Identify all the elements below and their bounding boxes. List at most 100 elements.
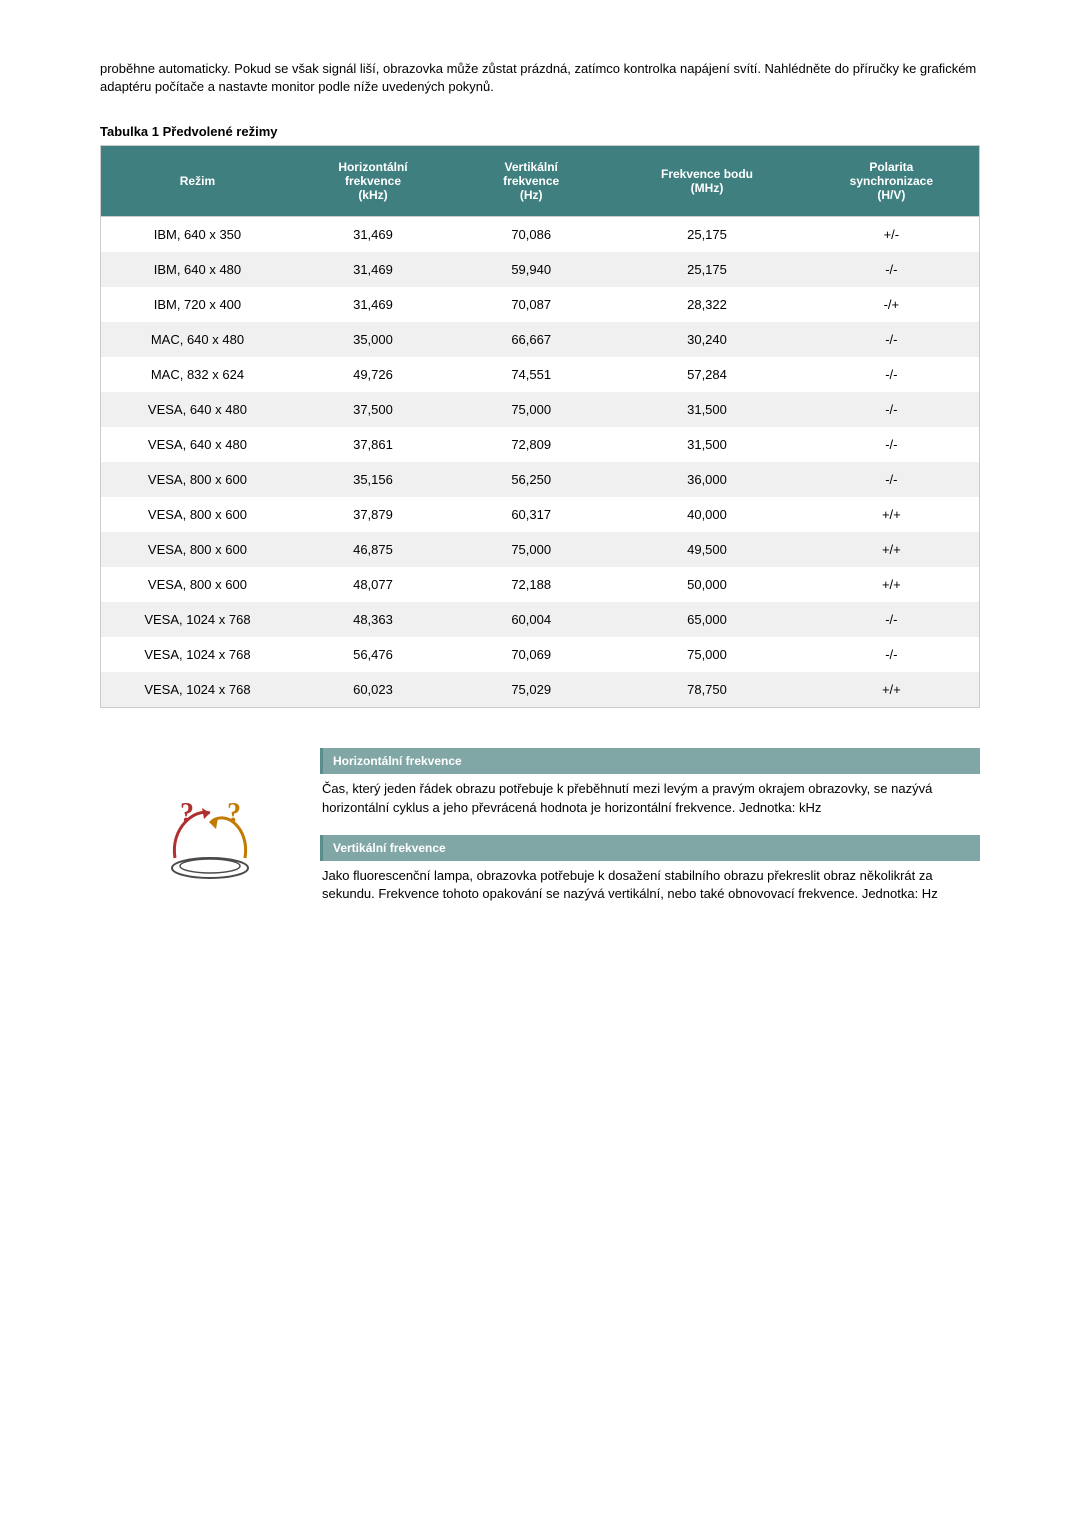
table-cell: IBM, 640 x 350 bbox=[101, 217, 294, 253]
table-cell: 31,469 bbox=[294, 287, 452, 322]
table-cell: 49,726 bbox=[294, 357, 452, 392]
table-cell: 78,750 bbox=[610, 672, 803, 708]
table-cell: MAC, 640 x 480 bbox=[101, 322, 294, 357]
table-cell: 59,940 bbox=[452, 252, 610, 287]
preset-modes-table: Režim Horizontálnífrekvence(kHz) Vertiká… bbox=[100, 145, 980, 708]
table-cell: 70,086 bbox=[452, 217, 610, 253]
table-cell: VESA, 800 x 600 bbox=[101, 567, 294, 602]
svg-text:?: ? bbox=[227, 798, 241, 829]
table-cell: 48,077 bbox=[294, 567, 452, 602]
table-cell: 31,469 bbox=[294, 217, 452, 253]
table-cell: -/- bbox=[804, 462, 980, 497]
table-cell: 60,023 bbox=[294, 672, 452, 708]
table-cell: 37,861 bbox=[294, 427, 452, 462]
table-cell: 31,469 bbox=[294, 252, 452, 287]
table-cell: 30,240 bbox=[610, 322, 803, 357]
table-row: VESA, 800 x 60035,15656,25036,000-/- bbox=[101, 462, 980, 497]
table-cell: 46,875 bbox=[294, 532, 452, 567]
table-cell: 56,250 bbox=[452, 462, 610, 497]
table-cell: 74,551 bbox=[452, 357, 610, 392]
table-cell: 40,000 bbox=[610, 497, 803, 532]
table-cell: +/+ bbox=[804, 532, 980, 567]
table-cell: 75,000 bbox=[610, 637, 803, 672]
table-row: VESA, 1024 x 76848,36360,00465,000-/- bbox=[101, 602, 980, 637]
table-cell: -/- bbox=[804, 637, 980, 672]
info-section: ? ? Horizontální frekvence Čas, který jed… bbox=[100, 748, 980, 921]
col-header-hfreq: Horizontálnífrekvence(kHz) bbox=[294, 146, 452, 217]
svg-text:?: ? bbox=[180, 798, 194, 829]
table-cell: 56,476 bbox=[294, 637, 452, 672]
table-cell: +/+ bbox=[804, 497, 980, 532]
table-row: VESA, 800 x 60048,07772,18850,000+/+ bbox=[101, 567, 980, 602]
table-cell: -/- bbox=[804, 357, 980, 392]
table-cell: 70,087 bbox=[452, 287, 610, 322]
table-cell: -/- bbox=[804, 252, 980, 287]
info-icon-wrap: ? ? bbox=[100, 748, 320, 921]
help-arrows-icon: ? ? bbox=[155, 788, 265, 888]
table-header-row: Režim Horizontálnífrekvence(kHz) Vertiká… bbox=[101, 146, 980, 217]
col-header-vfreq: Vertikálnífrekvence(Hz) bbox=[452, 146, 610, 217]
table-cell: 72,809 bbox=[452, 427, 610, 462]
table-cell: 35,000 bbox=[294, 322, 452, 357]
table-row: VESA, 800 x 60037,87960,31740,000+/+ bbox=[101, 497, 980, 532]
table-cell: -/- bbox=[804, 602, 980, 637]
table-cell: 75,000 bbox=[452, 532, 610, 567]
table-cell: 75,000 bbox=[452, 392, 610, 427]
table-row: IBM, 640 x 48031,46959,94025,175-/- bbox=[101, 252, 980, 287]
info-body: Čas, který jeden řádek obrazu potřebuje … bbox=[320, 780, 980, 816]
table-row: VESA, 640 x 48037,86172,80931,500-/- bbox=[101, 427, 980, 462]
intro-paragraph: proběhne automaticky. Pokud se však sign… bbox=[100, 60, 980, 96]
table-row: MAC, 640 x 48035,00066,66730,240-/- bbox=[101, 322, 980, 357]
table-cell: 36,000 bbox=[610, 462, 803, 497]
table-cell: +/- bbox=[804, 217, 980, 253]
info-body: Jako fluorescenční lampa, obrazovka potř… bbox=[320, 867, 980, 903]
col-header-polarity: Polaritasynchronizace(H/V) bbox=[804, 146, 980, 217]
table-row: VESA, 1024 x 76860,02375,02978,750+/+ bbox=[101, 672, 980, 708]
table-cell: 65,000 bbox=[610, 602, 803, 637]
table-cell: MAC, 832 x 624 bbox=[101, 357, 294, 392]
table-cell: -/- bbox=[804, 427, 980, 462]
info-header: Vertikální frekvence bbox=[320, 835, 980, 861]
table-cell: +/+ bbox=[804, 567, 980, 602]
table-row: VESA, 1024 x 76856,47670,06975,000-/- bbox=[101, 637, 980, 672]
table-cell: 35,156 bbox=[294, 462, 452, 497]
table-cell: 50,000 bbox=[610, 567, 803, 602]
table-cell: 57,284 bbox=[610, 357, 803, 392]
table-cell: 25,175 bbox=[610, 252, 803, 287]
table-cell: 31,500 bbox=[610, 392, 803, 427]
table-row: IBM, 720 x 40031,46970,08728,322-/+ bbox=[101, 287, 980, 322]
info-header: Horizontální frekvence bbox=[320, 748, 980, 774]
info-texts: Horizontální frekvence Čas, který jeden ř… bbox=[320, 748, 980, 921]
table-cell: VESA, 1024 x 768 bbox=[101, 602, 294, 637]
table-row: VESA, 640 x 48037,50075,00031,500-/- bbox=[101, 392, 980, 427]
table-cell: VESA, 1024 x 768 bbox=[101, 637, 294, 672]
table-cell: VESA, 640 x 480 bbox=[101, 427, 294, 462]
table-cell: 48,363 bbox=[294, 602, 452, 637]
table-cell: VESA, 640 x 480 bbox=[101, 392, 294, 427]
col-header-dotclock: Frekvence bodu(MHz) bbox=[610, 146, 803, 217]
table-cell: -/- bbox=[804, 392, 980, 427]
col-header-mode: Režim bbox=[101, 146, 294, 217]
table-cell: 28,322 bbox=[610, 287, 803, 322]
table-cell: 49,500 bbox=[610, 532, 803, 567]
table-cell: 60,317 bbox=[452, 497, 610, 532]
table-cell: 70,069 bbox=[452, 637, 610, 672]
table-cell: +/+ bbox=[804, 672, 980, 708]
table-cell: IBM, 640 x 480 bbox=[101, 252, 294, 287]
table-cell: IBM, 720 x 400 bbox=[101, 287, 294, 322]
table-cell: 60,004 bbox=[452, 602, 610, 637]
table-cell: -/+ bbox=[804, 287, 980, 322]
table-cell: 66,667 bbox=[452, 322, 610, 357]
table-row: VESA, 800 x 60046,87575,00049,500+/+ bbox=[101, 532, 980, 567]
table-cell: 37,500 bbox=[294, 392, 452, 427]
table-title: Tabulka 1 Předvolené režimy bbox=[100, 124, 980, 139]
table-cell: VESA, 800 x 600 bbox=[101, 497, 294, 532]
table-cell: VESA, 800 x 600 bbox=[101, 532, 294, 567]
table-cell: VESA, 1024 x 768 bbox=[101, 672, 294, 708]
table-cell: 25,175 bbox=[610, 217, 803, 253]
table-cell: 72,188 bbox=[452, 567, 610, 602]
table-cell: 31,500 bbox=[610, 427, 803, 462]
table-cell: -/- bbox=[804, 322, 980, 357]
table-cell: 75,029 bbox=[452, 672, 610, 708]
table-row: IBM, 640 x 35031,46970,08625,175+/- bbox=[101, 217, 980, 253]
